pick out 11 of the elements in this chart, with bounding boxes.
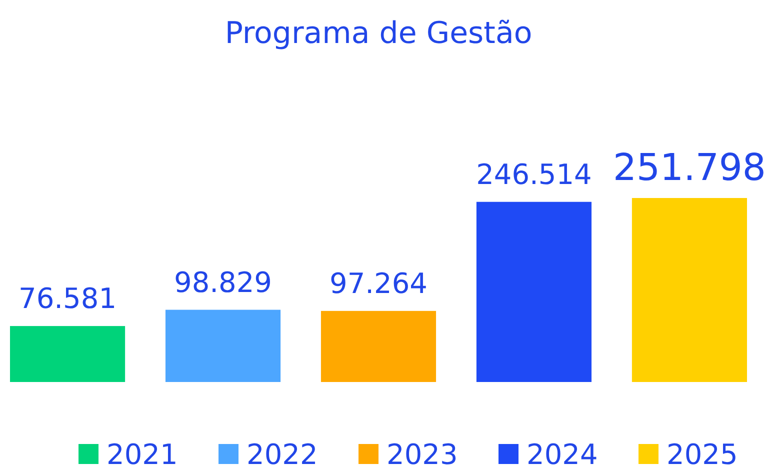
data-label: 98.829 xyxy=(174,266,272,299)
legend-label: 2024 xyxy=(526,438,598,469)
chart-title: Programa de Gestão xyxy=(224,16,532,51)
data-label: 246.514 xyxy=(476,158,592,191)
legend-label: 2021 xyxy=(106,438,178,469)
legend-label: 2025 xyxy=(666,438,738,469)
data-label: 97.264 xyxy=(330,266,428,300)
legend-label: 2022 xyxy=(246,438,318,469)
legend-label: 2023 xyxy=(386,438,458,469)
data-label: 251.798 xyxy=(612,146,766,189)
data-label: 76.581 xyxy=(18,282,117,316)
